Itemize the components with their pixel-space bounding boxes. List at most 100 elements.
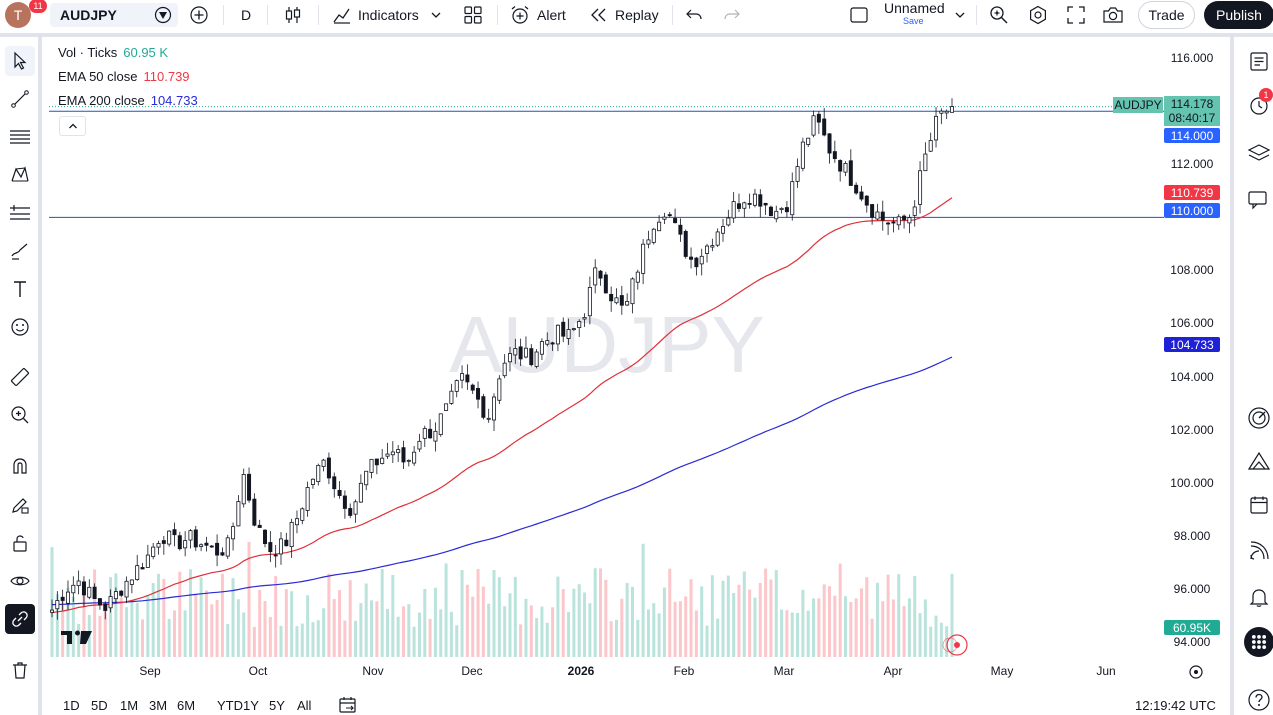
candles-icon[interactable] bbox=[282, 0, 304, 30]
candle-up bbox=[513, 348, 518, 356]
alert-button[interactable]: Alert bbox=[509, 0, 566, 30]
camera-icon[interactable] bbox=[1101, 0, 1125, 30]
apps-grid-icon[interactable] bbox=[1244, 627, 1273, 657]
volume-bar bbox=[854, 598, 858, 657]
quick-search-icon[interactable] bbox=[988, 0, 1010, 30]
candle-down bbox=[177, 535, 182, 550]
trade-button[interactable]: Trade bbox=[1138, 1, 1195, 29]
volume-bar bbox=[710, 575, 714, 657]
layout-name-button[interactable]: Unnamed Save bbox=[880, 0, 945, 30]
undo-icon[interactable] bbox=[684, 0, 704, 30]
trend-line-icon[interactable] bbox=[5, 84, 35, 114]
candle-down bbox=[172, 529, 177, 536]
pencil-lock-icon[interactable] bbox=[5, 490, 35, 520]
candlesticks bbox=[50, 98, 955, 620]
time-tick: Feb bbox=[673, 664, 695, 678]
ema50-legend[interactable]: EMA 50 close 110.739 bbox=[58, 68, 190, 86]
candle-up bbox=[278, 538, 283, 555]
forecast-icon[interactable] bbox=[5, 198, 35, 228]
ema200-legend[interactable]: EMA 200 close 104.733 bbox=[58, 92, 198, 110]
target-icon[interactable] bbox=[1244, 403, 1273, 433]
calendar-icon[interactable] bbox=[1244, 490, 1273, 520]
candle-up bbox=[454, 380, 459, 392]
ideas-icon[interactable] bbox=[1244, 446, 1273, 476]
timeframe-1y-button[interactable]: 1Y bbox=[243, 698, 259, 713]
settings-gear-icon[interactable] bbox=[1027, 0, 1049, 30]
volume-bar bbox=[652, 603, 656, 657]
chat-icon[interactable] bbox=[1244, 185, 1273, 215]
chevron-down-icon[interactable] bbox=[953, 0, 967, 30]
eye-icon[interactable] bbox=[5, 566, 35, 596]
replay-button[interactable]: Replay bbox=[589, 0, 659, 30]
candle-up bbox=[145, 554, 150, 568]
symbol-label: AUDJPY bbox=[60, 7, 117, 23]
zoom-in-icon[interactable] bbox=[5, 400, 35, 430]
date-range-icon[interactable] bbox=[338, 696, 358, 715]
lock-icon[interactable] bbox=[5, 528, 35, 558]
compare-icon[interactable] bbox=[152, 0, 174, 30]
candle-up bbox=[923, 153, 928, 172]
fib-retracement-icon[interactable] bbox=[5, 122, 35, 152]
broadcast-icon[interactable] bbox=[1244, 536, 1273, 566]
ema-200-line[interactable] bbox=[51, 356, 953, 606]
pattern-icon[interactable] bbox=[5, 160, 35, 190]
candle-up bbox=[300, 508, 305, 521]
watchlist-icon[interactable] bbox=[1244, 46, 1273, 76]
user-avatar[interactable]: T 11 bbox=[5, 0, 47, 28]
timeframe-5d-button[interactable]: 5D bbox=[91, 698, 108, 713]
symbol-price-tag: AUDJPY bbox=[1113, 97, 1163, 113]
help-icon[interactable] bbox=[1244, 685, 1273, 715]
symbol-search[interactable]: AUDJPY bbox=[50, 3, 178, 27]
volume-bar bbox=[785, 610, 789, 657]
level-110-label[interactable]: 110.000 bbox=[1164, 203, 1220, 218]
ruler-icon[interactable] bbox=[5, 362, 35, 392]
volume-bar bbox=[817, 598, 821, 657]
layers-icon[interactable] bbox=[1244, 138, 1273, 168]
timeframe-6m-button[interactable]: 6M bbox=[177, 698, 196, 713]
text-icon[interactable] bbox=[5, 274, 35, 304]
volume-legend[interactable]: Vol · Ticks 60.95 K bbox=[58, 44, 168, 62]
collapse-legend-button[interactable] bbox=[59, 116, 86, 136]
layout-checkbox-icon[interactable] bbox=[849, 0, 869, 30]
interval-label: D bbox=[241, 7, 252, 23]
horizontal-levels[interactable] bbox=[49, 106, 1164, 218]
interval-button[interactable]: D bbox=[241, 0, 251, 30]
time-settings-icon[interactable] bbox=[1189, 665, 1203, 679]
timeframe-3m-button[interactable]: 3M bbox=[149, 698, 168, 713]
timeframe-ytd-button[interactable]: YTD bbox=[217, 698, 243, 713]
candle-down bbox=[470, 384, 475, 391]
fullscreen-icon[interactable] bbox=[1065, 0, 1087, 30]
volume-bar bbox=[913, 575, 917, 657]
add-symbol-icon[interactable] bbox=[188, 0, 210, 30]
timeframe-1m-button[interactable]: 1M bbox=[120, 698, 139, 713]
level-114-label[interactable]: 114.000 bbox=[1164, 128, 1220, 143]
volume-bar bbox=[135, 602, 139, 657]
timeframe-5y-button[interactable]: 5Y bbox=[269, 698, 285, 713]
bell-icon[interactable] bbox=[1244, 582, 1273, 612]
layouts-grid-icon[interactable] bbox=[462, 0, 484, 30]
redo-icon[interactable] bbox=[722, 0, 742, 30]
brush-icon[interactable] bbox=[5, 236, 35, 266]
candle-up bbox=[614, 297, 619, 304]
tradingview-logo[interactable] bbox=[61, 630, 92, 645]
utc-clock[interactable]: 12:19:42 UTC bbox=[1135, 698, 1216, 713]
trash-icon[interactable] bbox=[5, 655, 35, 685]
go-to-realtime-icon[interactable] bbox=[942, 634, 968, 656]
ema-50-line[interactable] bbox=[51, 197, 953, 614]
emoji-icon[interactable] bbox=[5, 312, 35, 342]
timeframe-all-button[interactable]: All bbox=[297, 698, 312, 713]
publish-button[interactable]: Publish bbox=[1204, 1, 1273, 29]
indicators-button[interactable]: Indicators bbox=[331, 0, 443, 30]
cursor-icon[interactable] bbox=[5, 46, 35, 76]
candle-down bbox=[103, 603, 108, 611]
timeframe-1d-button[interactable]: 1D bbox=[63, 698, 80, 713]
candle-down bbox=[326, 457, 331, 479]
volume-bar bbox=[465, 584, 469, 657]
volume-bar bbox=[929, 626, 933, 657]
alert-label: Alert bbox=[537, 7, 566, 23]
link-icon[interactable] bbox=[5, 604, 35, 634]
volume-bar bbox=[513, 576, 517, 657]
magnet-icon[interactable] bbox=[5, 451, 35, 481]
candle-down bbox=[348, 508, 353, 516]
